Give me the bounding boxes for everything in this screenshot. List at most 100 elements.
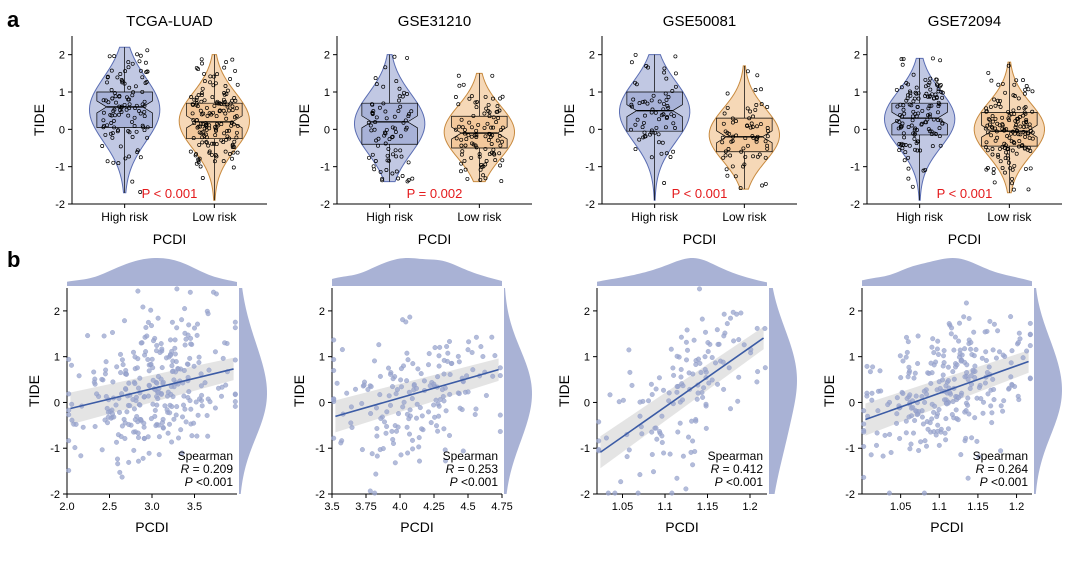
data-point: [117, 410, 122, 415]
data-point: [932, 350, 937, 355]
data-point: [1008, 314, 1013, 319]
data-point: [406, 56, 409, 59]
data-point: [126, 460, 131, 465]
tick-label: 1.2: [1009, 501, 1024, 513]
data-point: [155, 381, 160, 386]
x-axis-label: PCDI: [153, 231, 186, 247]
data-point: [435, 429, 440, 434]
stat-p: P <0.001: [450, 475, 499, 489]
data-point: [233, 392, 238, 397]
panel-title: TCGA-LUAD: [126, 13, 213, 30]
data-point: [634, 53, 637, 56]
data-point: [394, 391, 399, 396]
data-point: [965, 363, 970, 368]
scatter-panel: -2-1012TIDE3.53.754.04.254.54.75PCDISpea…: [290, 250, 540, 540]
data-point: [911, 431, 916, 436]
data-point: [971, 330, 976, 335]
data-point: [692, 338, 697, 343]
data-point: [679, 367, 684, 372]
data-point: [121, 362, 126, 367]
data-point: [69, 363, 74, 368]
data-point: [1027, 88, 1030, 91]
data-point: [678, 421, 683, 426]
tick-label: -1: [320, 162, 330, 174]
data-point: [466, 347, 471, 352]
stat-method: Spearman: [973, 449, 1028, 463]
data-point: [192, 364, 197, 369]
data-point: [650, 452, 655, 457]
data-point: [870, 398, 875, 403]
data-point: [378, 374, 383, 379]
data-point: [700, 395, 705, 400]
data-point: [66, 468, 71, 473]
data-point: [447, 339, 452, 344]
data-point: [967, 316, 972, 321]
data-point: [941, 373, 946, 378]
violin-svg: TCGA-LUAD-2-1012TIDEHigh riskLow riskPCD…: [30, 10, 275, 250]
data-point: [500, 180, 503, 183]
data-point: [157, 423, 162, 428]
top-density: [67, 258, 237, 286]
data-point: [638, 472, 643, 477]
data-point: [233, 404, 238, 409]
data-point: [481, 354, 486, 359]
data-point: [374, 77, 377, 80]
data-point: [169, 440, 174, 445]
data-point: [755, 369, 760, 374]
data-point: [85, 333, 90, 338]
data-point: [905, 350, 910, 355]
x-category-label: High risk: [366, 210, 414, 224]
data-point: [122, 318, 127, 323]
data-point: [79, 454, 84, 459]
data-point: [142, 436, 147, 441]
data-point: [907, 177, 910, 180]
data-point: [703, 354, 708, 359]
data-point: [870, 365, 875, 370]
data-point: [661, 388, 666, 393]
data-point: [135, 366, 140, 371]
data-point: [657, 376, 662, 381]
data-point: [125, 410, 130, 415]
data-point: [172, 417, 177, 422]
data-point: [627, 348, 632, 353]
tick-label: 1: [849, 352, 855, 364]
data-point: [915, 361, 920, 366]
boxplot: [97, 92, 153, 127]
data-point: [924, 444, 929, 449]
data-point: [410, 447, 415, 452]
data-point: [942, 398, 947, 403]
data-point: [181, 403, 186, 408]
tick-label: -1: [315, 443, 325, 455]
data-point: [952, 348, 957, 353]
p-value: P = 0.002: [407, 186, 463, 201]
data-point: [391, 441, 396, 446]
data-point: [992, 322, 997, 327]
data-point: [929, 381, 934, 386]
data-point: [168, 338, 173, 343]
data-point: [473, 412, 478, 417]
data-point: [405, 451, 410, 456]
data-point: [66, 357, 71, 362]
data-point: [349, 421, 354, 426]
data-point: [1017, 331, 1022, 336]
data-point: [703, 330, 708, 335]
data-point: [675, 390, 680, 395]
tick-label: -1: [50, 443, 60, 455]
data-point: [182, 394, 187, 399]
data-point: [670, 491, 675, 496]
tick-label: 1: [324, 87, 330, 99]
data-point: [114, 365, 119, 370]
data-point: [997, 350, 1002, 355]
tick-label: 1.2: [742, 501, 757, 513]
y-axis-label: TIDE: [556, 375, 572, 407]
data-point: [493, 353, 498, 358]
data-point: [474, 407, 479, 412]
data-point: [446, 351, 451, 356]
data-point: [408, 315, 413, 320]
tick-label: 0: [584, 397, 590, 409]
data-point: [669, 155, 672, 158]
data-point: [142, 421, 147, 426]
data-point: [904, 419, 909, 424]
data-point: [490, 335, 495, 340]
data-point: [115, 457, 120, 462]
